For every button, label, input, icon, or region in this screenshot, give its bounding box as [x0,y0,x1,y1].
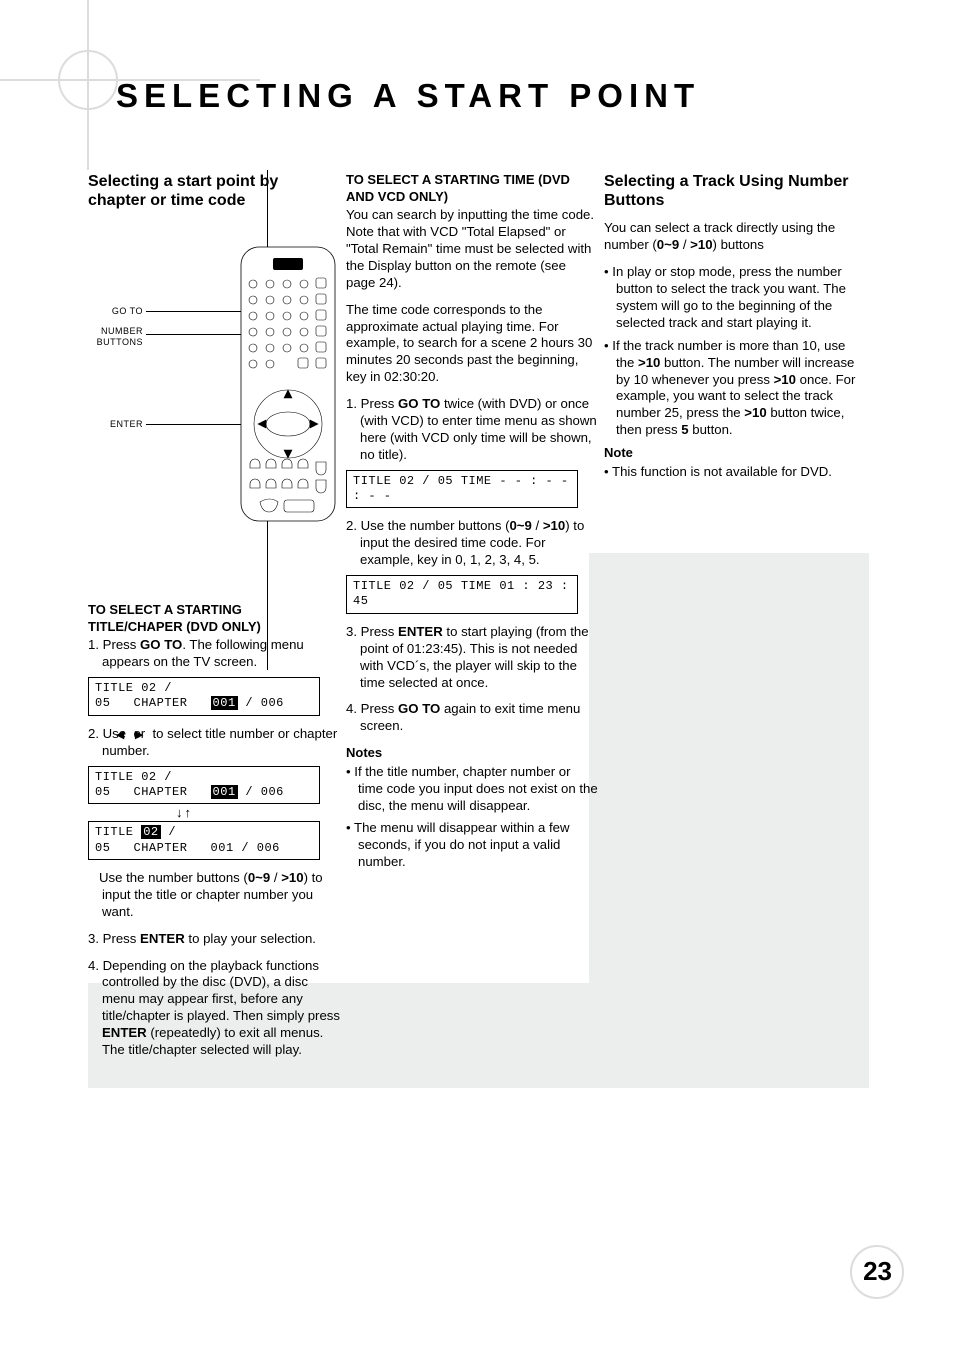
t: CHAPTER [134,696,188,710]
osd-box-2b: TITLE 02 / 05 CHAPTER 001 / 006 [88,821,320,860]
t: >10 [744,405,766,420]
t: 001 [211,785,238,799]
col1-step3: 3. Press ENTER to play your selection. [88,931,340,948]
t: 02 [141,825,160,839]
page-title: SELECTING A START POINT [116,77,700,115]
t: TITLE [95,825,141,839]
t: 4. Depending on the playback functions c… [88,958,340,1024]
t: 3. Press [346,624,398,639]
t: 1. Press [346,396,398,411]
t: >10 [543,518,565,533]
col2-step3: 3. Press ENTER to start playing (from th… [346,624,598,692]
col3-heading: Selecting a Track Using Number Buttons [604,172,856,210]
t: 0~9 [509,518,531,533]
t: / 006 [238,785,284,799]
col1-step1: 1. Press GO TO. The following menu appea… [88,637,340,671]
t: CHAPTER [134,841,188,855]
t: >10 [638,355,660,370]
col2-step4: 4. Press GO TO again to exit time menu s… [346,701,598,735]
col1-heading: Selecting a start point by chapter or ti… [88,172,340,210]
col3-bullet1: • In play or stop mode, press the number… [604,264,856,332]
t: CHAPTER [134,785,188,799]
remote-svg [238,244,338,524]
t: >10 [690,237,712,252]
col2-notes-head: Notes [346,745,598,762]
remote-label-goto: GO TO [88,306,143,316]
t: GO TO [398,701,440,716]
osd-box-time1: TITLE 02 / 05 TIME - - : - - : - - [346,470,578,509]
col1-step2-after: Use the number buttons (0~9 / >10) to in… [88,870,340,921]
t: 4. Press [346,701,398,716]
t: GO TO [140,637,182,652]
column-3: Selecting a Track Using Number Buttons Y… [604,172,856,487]
t: to play your selection. [185,931,316,946]
col2-step2: 2. Use the number buttons (0~9 / >10) to… [346,518,598,569]
t: >10 [774,372,796,387]
col2-p2: The time code corresponds to the approxi… [346,302,598,386]
t: ENTER [102,1025,147,1040]
t: / [270,870,281,885]
t: Use the number buttons ( [99,870,248,885]
t: / [679,237,690,252]
remote-line-numbtn [146,334,246,335]
col3-note1: • This function is not available for DVD… [604,464,856,481]
page-number: 23 [863,1256,892,1287]
col1-subhead: TO SELECT A STARTING TITLE/CHAPER (DVD O… [88,602,340,635]
t: 1. Press [88,637,140,652]
crosshair-circle [58,50,118,110]
t: 3. Press [88,931,140,946]
remote-label-numbtn1: NUMBER [88,326,143,336]
col1-step2: 2. Use ◀ or ▶ to select title number or … [88,726,340,760]
t: 5 [681,422,688,437]
t: / [532,518,543,533]
t: GO TO [398,396,440,411]
column-1-body: TO SELECT A STARTING TITLE/CHAPER (DVD O… [88,596,340,1061]
remote-line-goto [146,311,246,312]
t: 0~9 [657,237,679,252]
osd-box-1: TITLE 02 / 05 CHAPTER 001 / 006 [88,677,320,716]
col2-note2: • The menu will disappear within a few s… [346,820,598,871]
osd-arrows: ↓↑ [88,804,320,821]
t: button. [689,422,733,437]
col2-step1: 1. Press GO TO twice (with DVD) or once … [346,396,598,464]
remote-label-enter: ENTER [88,419,143,429]
col2-note1: • If the title number, chapter number or… [346,764,598,815]
t: 001 [211,696,238,710]
remote-diagram: GO TO NUMBER BUTTONS ENTER [88,244,340,584]
remote-label-numbtn2: BUTTONS [88,337,143,347]
col3-p1: You can select a track directly using th… [604,220,856,254]
osd-box-2a: TITLE 02 / 05 CHAPTER 001 / 006 [88,766,320,805]
column-1: Selecting a start point by chapter or ti… [88,172,340,220]
col3-bullet2: • If the track number is more than 10, u… [604,338,856,439]
t: 001 / 006 [211,841,280,855]
t: >10 [281,870,303,885]
t: ENTER [398,624,443,639]
background-gray-vertical [589,553,869,983]
t: ) buttons [713,237,764,252]
col2-subhead: TO SELECT A STARTING TIME (DVD AND VCD O… [346,172,598,205]
t: ENTER [140,931,185,946]
t: 2. Use the number buttons ( [346,518,509,533]
col2-p1: You can search by inputting the time cod… [346,207,598,291]
osd-stack: TITLE 02 / 05 CHAPTER 001 / 006 ↓↑ TITLE… [88,766,320,860]
osd-box-time2: TITLE 02 / 05 TIME 01 : 23 : 45 [346,575,578,614]
col3-note-head: Note [604,445,856,462]
t: / 006 [238,696,284,710]
t: 0~9 [248,870,270,885]
column-2: TO SELECT A STARTING TIME (DVD AND VCD O… [346,172,598,877]
col1-step4: 4. Depending on the playback functions c… [88,958,340,1059]
